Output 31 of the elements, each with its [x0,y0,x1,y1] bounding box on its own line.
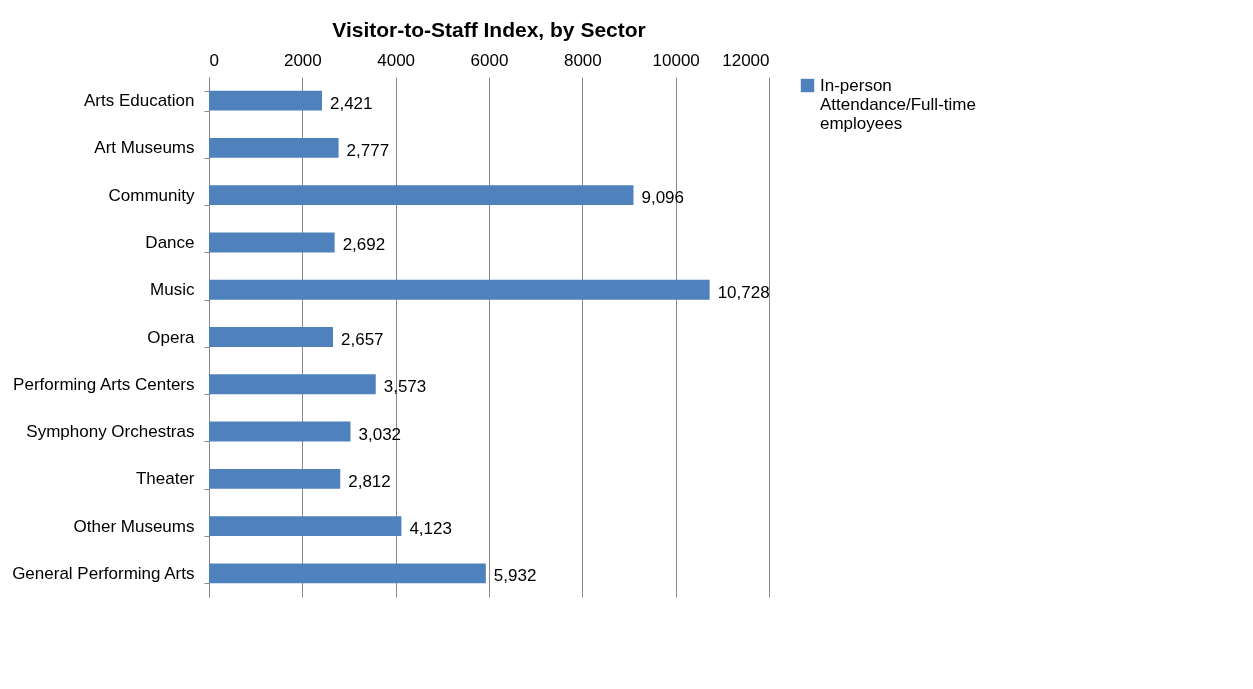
data-label: 2,657 [340,330,384,349]
x-tick-label: 12000 [722,50,770,70]
y-tick-label: General Performing Arts [12,563,195,583]
y-tick-label: Opera [147,327,196,347]
y-tick-label: Community [108,185,195,205]
data-label: 3,032 [358,424,402,444]
y-tick-label: Performing Arts Centers [13,374,195,394]
data-label: 2,777 [346,140,390,160]
data-label: 2,812 [348,471,391,491]
data-label: 2,692 [342,235,386,255]
chart-title: Visitor-to-Staff Index, by Sector [332,18,646,41]
x-tick-label: 0 [209,50,219,70]
data-label: 10,728 [717,282,770,302]
y-tick-label: Music [150,280,195,300]
x-tick-label: 4000 [377,50,416,70]
legend-label: In-person Attendance/Full-time employees [820,75,976,133]
y-tick-label: Symphony Orchestras [26,422,195,442]
y-tick-label: Arts Education [83,91,195,111]
y-tick-label: Theater [135,469,195,489]
data-label: 4,123 [409,519,452,539]
y-tick-label: Art Museums [94,138,195,158]
y-tick-label: Other Museums [73,516,195,536]
x-tick-label: 8000 [563,50,602,70]
x-tick-label: 10000 [652,50,700,70]
data-label: 2,421 [329,93,373,113]
x-tick-label: 2000 [283,50,322,70]
data-label: 3,573 [383,377,427,397]
data-label: 9,096 [641,188,685,208]
y-tick-label: Dance [145,232,195,252]
data-label: 5,932 [493,566,537,586]
x-tick-label: 6000 [470,50,509,70]
